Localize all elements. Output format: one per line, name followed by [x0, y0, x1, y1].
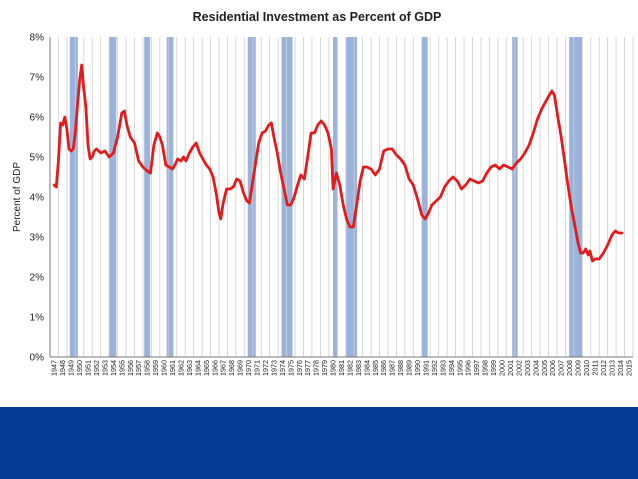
x-tick-label: 1965 — [202, 360, 211, 376]
x-tick-label: 1973 — [269, 360, 278, 376]
x-tick-label: 1997 — [472, 360, 481, 376]
x-tick-label: 1992 — [430, 360, 439, 376]
x-tick-label: 1961 — [168, 360, 177, 376]
x-tick-label: 1964 — [193, 360, 202, 376]
x-tick-label: 2010 — [582, 360, 591, 376]
y-tick-label: 1% — [30, 313, 45, 324]
x-tick-label: 1982 — [345, 360, 354, 376]
x-tick-label: 1956 — [126, 360, 135, 376]
x-tick-label: 2003 — [523, 360, 532, 376]
x-tick-label: 1977 — [303, 360, 312, 376]
x-tick-label: 1983 — [354, 360, 363, 376]
x-tick-label: 1967 — [219, 360, 228, 376]
x-tick-label: 1968 — [227, 360, 236, 376]
x-tick-label: 1953 — [100, 360, 109, 376]
recession-band-3 — [166, 37, 174, 357]
recession-bands — [69, 37, 583, 357]
x-tick-label: 2015 — [624, 360, 633, 376]
x-tick-label: 1955 — [117, 360, 126, 376]
x-tick-label: 2004 — [531, 360, 540, 376]
x-tick-label: 2014 — [616, 360, 625, 376]
x-tick-label: 1998 — [481, 360, 490, 376]
y-tick-label: 0% — [30, 353, 45, 364]
x-tick-label: 2001 — [506, 360, 515, 376]
x-tick-label: 1996 — [464, 360, 473, 376]
y-tick-label: 3% — [30, 233, 45, 244]
x-tick-label: 1993 — [438, 360, 447, 376]
x-tick-label: 1966 — [210, 360, 219, 376]
x-tick-label: 2011 — [590, 360, 599, 375]
x-tick-label: 1970 — [244, 360, 253, 376]
y-tick-label: 5% — [30, 153, 45, 164]
x-tick-label: 1959 — [151, 360, 160, 376]
x-tick-label: 2005 — [540, 360, 549, 376]
x-tick-label: 1990 — [413, 360, 422, 376]
axes — [49, 37, 633, 358]
x-tick-label: 1999 — [489, 360, 498, 376]
y-tick-label: 2% — [30, 273, 45, 284]
x-tick-label: 1951 — [84, 360, 93, 376]
x-tick-label: 1988 — [396, 360, 405, 376]
y-tick-label: 4% — [30, 193, 45, 204]
x-tick-label: 1978 — [312, 360, 321, 376]
x-tick-label: 1975 — [286, 360, 295, 376]
recession-band-10 — [569, 37, 583, 357]
series-line-0 — [52, 63, 624, 263]
x-tick-label: 1979 — [320, 360, 329, 376]
x-tick-label: 1972 — [261, 360, 270, 376]
x-tick-label: 1957 — [134, 360, 143, 376]
x-tick-label: 1974 — [278, 360, 287, 376]
x-tick-label: 1981 — [337, 360, 346, 376]
x-tick-label: 1984 — [362, 360, 371, 376]
x-tick-label: 1987 — [388, 360, 397, 376]
gridlines — [49, 37, 634, 357]
y-tick-label: 7% — [30, 73, 45, 84]
x-tick-label: 1952 — [92, 360, 101, 376]
x-tick-label: 2013 — [607, 360, 616, 376]
chart-title: Residential Investment as Percent of GDP — [193, 10, 442, 24]
recession-band-7 — [346, 37, 358, 357]
x-tick-label: 1962 — [176, 360, 185, 376]
x-tick-label: 1954 — [109, 360, 118, 376]
x-tick-label: 1980 — [329, 360, 338, 376]
y-tick-label: 6% — [30, 113, 45, 124]
x-tick-label: 1963 — [185, 360, 194, 376]
recession-band-1 — [109, 37, 117, 357]
x-tick-label: 1985 — [371, 360, 380, 376]
x-tick-label: 1991 — [421, 360, 430, 376]
x-tick-label: 1947 — [50, 360, 59, 376]
recession-band-2 — [144, 37, 151, 357]
chart: Residential Investment as Percent of GDP… — [12, 10, 634, 376]
x-tick-labels: 1947 1948 1949 1950 1951 1952 1953 1954 1955 1956… — [50, 360, 634, 376]
x-tick-label: 1986 — [379, 360, 388, 376]
x-tick-label: 1994 — [447, 360, 456, 376]
x-tick-label: 2007 — [557, 360, 566, 376]
x-tick-label: 2000 — [498, 360, 507, 376]
y-axis-title: Percent of GDP — [12, 162, 23, 232]
recession-band-6 — [333, 37, 338, 357]
x-tick-label: 1949 — [67, 360, 76, 376]
x-tick-label: 1960 — [160, 360, 169, 376]
x-tick-label: 1995 — [455, 360, 464, 376]
x-tick-label: 2009 — [574, 360, 583, 376]
x-tick-label: 1976 — [295, 360, 304, 376]
x-tick-label: 2002 — [514, 360, 523, 376]
recession-band-8 — [421, 37, 428, 357]
x-tick-label: 1969 — [236, 360, 245, 376]
x-tick-label: 1948 — [58, 360, 67, 376]
x-tick-label: 1950 — [75, 360, 84, 376]
x-tick-label: 1958 — [143, 360, 152, 376]
series-lines — [52, 63, 624, 263]
x-tick-label: 2006 — [548, 360, 557, 376]
y-tick-labels: 0% 1% 2% 3% 4% 5% 6% 7% 8% — [30, 33, 45, 364]
x-tick-label: 2012 — [599, 360, 608, 376]
x-tick-label: 2008 — [565, 360, 574, 376]
x-tick-label: 1971 — [253, 360, 262, 376]
x-tick-label: 1989 — [405, 360, 414, 376]
footer-band — [0, 407, 638, 479]
y-tick-label: 8% — [30, 33, 45, 44]
recession-band-0 — [69, 37, 78, 357]
